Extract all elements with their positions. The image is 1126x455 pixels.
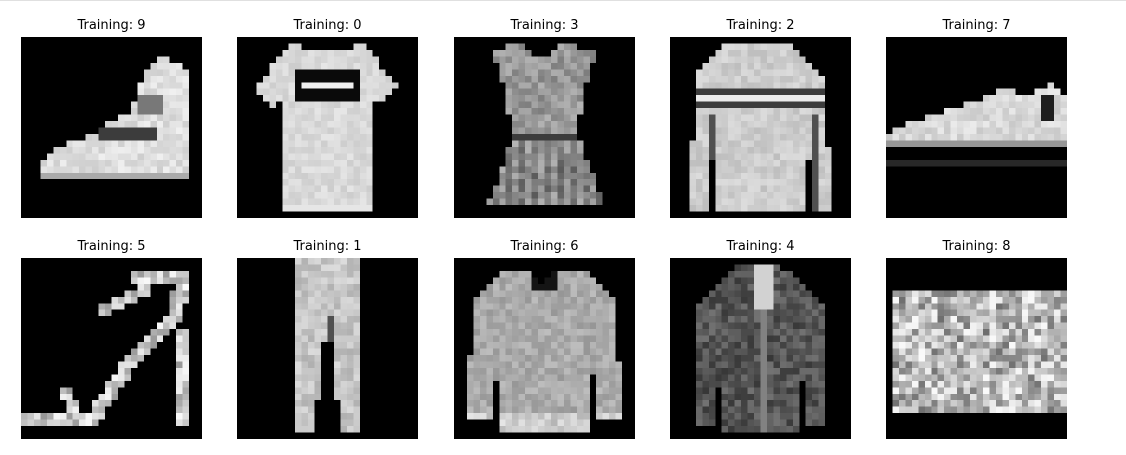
panel-title: Training: 6 [510, 239, 579, 254]
image-panel-1: Training: 9 [21, 17, 202, 218]
dress-image [454, 37, 635, 218]
panel-title: Training: 5 [77, 239, 146, 254]
image-panel-2: Training: 0 [237, 17, 418, 218]
image-panel-6: Training: 5 [21, 238, 202, 439]
image-panel-4: Training: 2 [670, 17, 851, 218]
image-panel-5: Training: 7 [886, 17, 1067, 218]
pullover-image [670, 37, 851, 218]
trouser-image [237, 258, 418, 439]
t-shirt-image [237, 37, 418, 218]
ankle-boot-image [21, 37, 202, 218]
panel-title: Training: 2 [726, 18, 795, 33]
sandal-image [21, 258, 202, 439]
panel-title: Training: 1 [293, 239, 362, 254]
image-panel-3: Training: 3 [454, 17, 635, 218]
panel-title: Training: 4 [726, 239, 795, 254]
sneaker-image [886, 37, 1067, 218]
panel-title: Training: 0 [293, 18, 362, 33]
bag-image [886, 258, 1067, 439]
panel-title: Training: 8 [942, 239, 1011, 254]
panel-title: Training: 7 [942, 18, 1011, 33]
output-top-divider [0, 0, 1126, 1]
panel-title: Training: 9 [77, 18, 146, 33]
image-panel-7: Training: 1 [237, 238, 418, 439]
image-panel-8: Training: 6 [454, 238, 635, 439]
shirt-image [454, 258, 635, 439]
panel-title: Training: 3 [510, 18, 579, 33]
coat-image [670, 258, 851, 439]
image-panel-10: Training: 8 [886, 238, 1067, 439]
image-panel-9: Training: 4 [670, 238, 851, 439]
